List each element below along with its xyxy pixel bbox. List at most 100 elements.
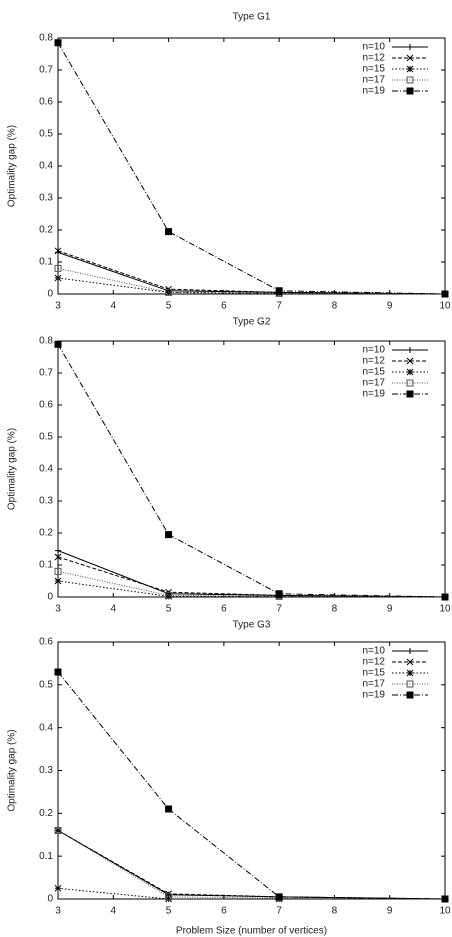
- marker: [406, 669, 414, 677]
- y-tick-label: 0: [47, 289, 53, 300]
- x-tick-label: 10: [439, 301, 451, 312]
- marker: [165, 805, 173, 813]
- marker: [54, 826, 62, 834]
- marker: [406, 368, 414, 376]
- x-tick-label: 10: [439, 906, 451, 917]
- marker: [165, 228, 173, 236]
- marker: [54, 264, 62, 272]
- x-tick-label: 9: [387, 906, 393, 917]
- marker: [165, 531, 173, 539]
- y-tick-label: 0.7: [39, 368, 53, 379]
- marker: [275, 590, 283, 598]
- y-tick-label: 0.3: [39, 193, 53, 204]
- marker: [275, 287, 283, 295]
- marker: [406, 680, 414, 688]
- marker: [441, 593, 449, 601]
- marker: [406, 54, 414, 62]
- marker: [54, 39, 62, 47]
- chart-title: Type G1: [233, 12, 271, 23]
- x-tick-label: 6: [221, 604, 227, 615]
- marker: [54, 553, 62, 561]
- y-tick-label: 0.2: [39, 808, 53, 819]
- marker: [165, 288, 173, 296]
- series-line: [57, 267, 446, 295]
- series-line: [57, 42, 446, 295]
- y-tick-label: 0.4: [39, 464, 53, 475]
- legend-label: n=10: [362, 345, 385, 356]
- marker: [407, 347, 413, 353]
- marker: [54, 577, 62, 585]
- series-line: [57, 830, 446, 900]
- x-tick-label: 9: [387, 604, 393, 615]
- y-tick-label: 0.6: [39, 97, 53, 108]
- y-tick-label: 0.6: [39, 637, 53, 648]
- marker: [406, 379, 414, 387]
- marker: [441, 290, 449, 298]
- marker: [441, 895, 449, 903]
- x-tick-label: 4: [111, 301, 117, 312]
- y-tick-label: 0.7: [39, 65, 53, 76]
- marker: [54, 274, 62, 282]
- marker: [54, 567, 62, 575]
- marker: [165, 895, 172, 903]
- legend-label: n=15: [362, 367, 385, 378]
- marker: [165, 591, 173, 599]
- y-tick-label: 0: [47, 592, 53, 603]
- chart-title: Type G3: [233, 620, 271, 631]
- x-tick-label: 9: [387, 301, 393, 312]
- x-tick-label: 6: [221, 301, 227, 312]
- x-tick-label: 4: [111, 604, 117, 615]
- marker: [55, 547, 61, 554]
- marker: [406, 357, 414, 365]
- legend-label: n=17: [362, 378, 385, 389]
- x-tick-label: 7: [276, 301, 282, 312]
- y-tick-label: 0.5: [39, 432, 53, 443]
- x-tick-label: 3: [55, 906, 61, 917]
- marker: [54, 884, 62, 892]
- series-line: [57, 570, 446, 598]
- y-tick-label: 0.3: [39, 765, 53, 776]
- series-line: [57, 277, 446, 295]
- marker: [165, 593, 172, 600]
- legend-label: n=19: [362, 690, 385, 701]
- legend-label: n=15: [362, 668, 385, 679]
- y-tick-label: 0.2: [39, 225, 53, 236]
- x-tick-label: 8: [332, 301, 338, 312]
- y-axis-label: Optimality gap (%): [7, 428, 18, 510]
- series-line: [57, 343, 446, 598]
- x-axis-label: Problem Size (number of vertices): [176, 926, 327, 937]
- y-tick-label: 0.4: [39, 161, 53, 172]
- plot-frame: [57, 340, 446, 598]
- plot-frame: [57, 641, 446, 900]
- y-tick-label: 0.3: [39, 496, 53, 507]
- y-tick-label: 0.2: [39, 528, 53, 539]
- marker: [407, 44, 413, 50]
- x-tick-label: 4: [111, 906, 117, 917]
- x-tick-label: 10: [439, 604, 451, 615]
- y-tick-label: 0.6: [39, 400, 53, 411]
- y-tick-label: 0.8: [39, 33, 53, 44]
- x-tick-label: 7: [276, 906, 282, 917]
- y-tick-label: 0.1: [39, 851, 53, 862]
- legend-label: n=12: [362, 53, 385, 64]
- y-axis-label: Optimality gap (%): [7, 125, 18, 207]
- y-tick-label: 0.5: [39, 129, 53, 140]
- marker: [406, 658, 414, 666]
- legend-label: n=12: [362, 657, 385, 668]
- y-tick-label: 0.1: [39, 257, 53, 268]
- legend-label: n=10: [362, 42, 385, 53]
- marker: [406, 87, 414, 95]
- y-tick-label: 0.5: [39, 679, 53, 690]
- x-tick-label: 6: [221, 906, 227, 917]
- legend-label: n=15: [362, 64, 385, 75]
- y-tick-label: 0.8: [39, 336, 53, 347]
- legend-label: n=17: [362, 679, 385, 690]
- legend-label: n=12: [362, 356, 385, 367]
- marker: [406, 691, 414, 699]
- x-tick-label: 8: [332, 906, 338, 917]
- marker: [407, 648, 413, 654]
- series-line: [57, 580, 446, 598]
- marker: [406, 65, 414, 73]
- legend-label: n=10: [362, 646, 385, 657]
- x-tick-label: 3: [55, 604, 61, 615]
